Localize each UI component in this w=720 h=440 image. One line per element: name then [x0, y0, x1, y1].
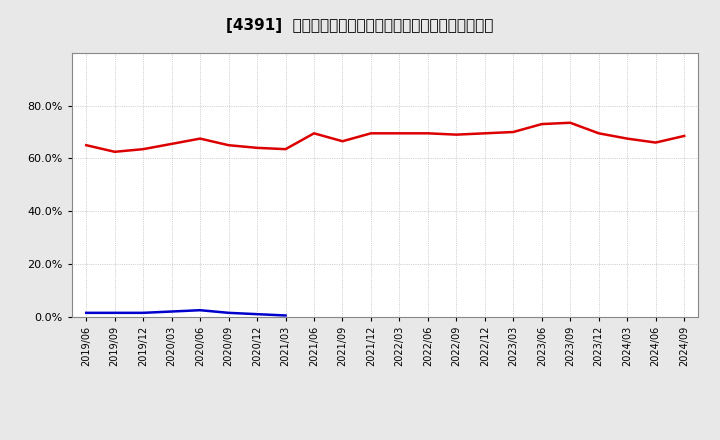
- 現顄金: [225, 143, 233, 148]
- 現顄金: [338, 139, 347, 144]
- 有利子負債: [167, 309, 176, 314]
- 現顄金: [680, 133, 688, 139]
- 現顄金: [595, 131, 603, 136]
- 現顄金: [652, 140, 660, 145]
- 現顄金: [537, 121, 546, 127]
- 有利子負債: [282, 313, 290, 318]
- 現顄金: [282, 147, 290, 152]
- 現顄金: [310, 131, 318, 136]
- 有利子負債: [253, 312, 261, 317]
- 現顄金: [566, 120, 575, 125]
- 有利子負債: [110, 310, 119, 315]
- 有利子負債: [139, 310, 148, 315]
- 現顄金: [509, 129, 518, 135]
- Line: 現顄金: 現顄金: [86, 123, 684, 152]
- 現顄金: [423, 131, 432, 136]
- 現顄金: [196, 136, 204, 141]
- 現顄金: [452, 132, 461, 137]
- 現顄金: [82, 143, 91, 148]
- Legend: 現顄金, 有利子負債: 現顄金, 有利子負債: [302, 434, 468, 440]
- 現顄金: [167, 141, 176, 147]
- 現顄金: [253, 145, 261, 150]
- Line: 有利子負債: 有利子負債: [86, 310, 286, 315]
- 現顄金: [395, 131, 404, 136]
- Text: [4391]  現預金、有利子負債の総資産に対する比率の推移: [4391] 現預金、有利子負債の総資産に対する比率の推移: [226, 18, 494, 33]
- 現顄金: [139, 147, 148, 152]
- 現顄金: [110, 149, 119, 154]
- 現顄金: [480, 131, 489, 136]
- 有利子負債: [225, 310, 233, 315]
- 現顄金: [623, 136, 631, 141]
- 現顄金: [366, 131, 375, 136]
- 有利子負債: [196, 308, 204, 313]
- 有利子負債: [82, 310, 91, 315]
